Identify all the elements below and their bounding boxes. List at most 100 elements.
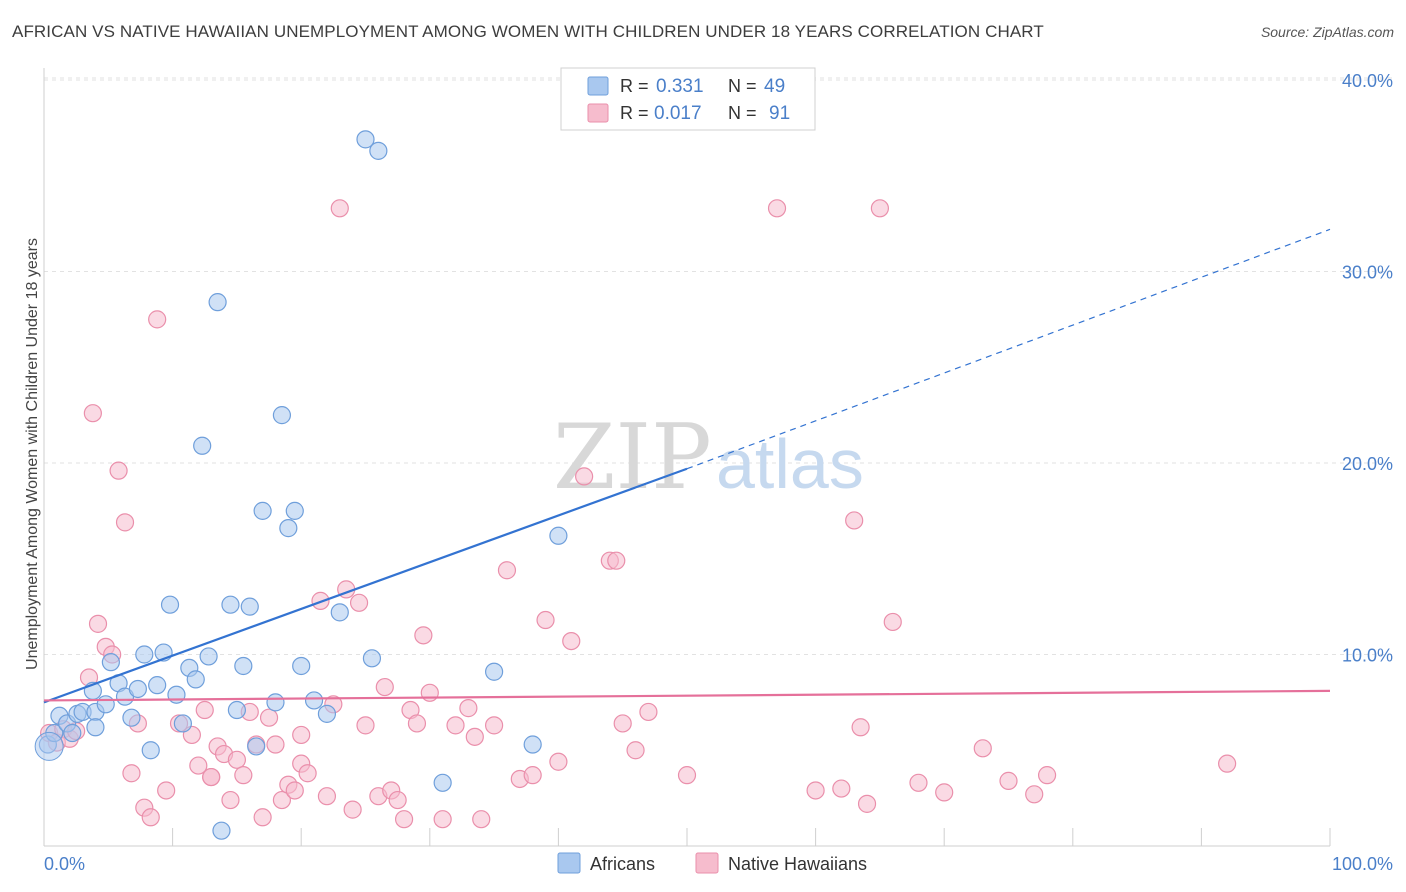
data-point (317, 704, 337, 723)
data-point (272, 790, 292, 810)
data-point (523, 735, 542, 754)
data-point-cluster (34, 731, 64, 761)
data-point (279, 519, 298, 538)
data-point (234, 766, 253, 785)
data-point (369, 141, 388, 160)
data-point (253, 501, 272, 520)
data-point (227, 700, 246, 720)
data-point (122, 708, 141, 727)
data-point (1218, 754, 1237, 773)
data-point (626, 741, 645, 760)
data-point (472, 810, 491, 829)
data-point (677, 766, 697, 785)
data-point (459, 699, 478, 718)
data-point (266, 735, 285, 754)
data-point (160, 595, 180, 614)
data-point (1037, 766, 1057, 785)
data-point (845, 511, 864, 530)
data-point (549, 526, 568, 545)
data-point (173, 714, 192, 733)
legend-r-value-hawaiians: 0.017 (654, 103, 702, 124)
data-point (212, 821, 231, 840)
grid-lines (44, 77, 1392, 655)
data-point (148, 676, 167, 695)
data-point (362, 649, 382, 668)
trend-line-hawaiians (43, 689, 1331, 702)
legend-n-label-africans: N = (728, 76, 757, 96)
x-tick-max: 100.0% (1332, 854, 1393, 874)
y-tick-label: 20.0% (1342, 454, 1393, 474)
data-point (83, 404, 102, 423)
data-point (1025, 785, 1044, 804)
data-point (356, 716, 375, 735)
legend-swatch-hawaiians (587, 103, 609, 123)
data-point (575, 467, 594, 486)
data-point (536, 610, 555, 630)
watermark-atlas: atlas (716, 425, 864, 503)
data-point (234, 656, 253, 676)
data-point (115, 513, 135, 532)
data-point (497, 561, 517, 580)
legend-r-label-africans: R = (620, 76, 649, 96)
legend-r-value-africans: 0.331 (656, 76, 704, 97)
legend-swatch-africans (587, 76, 609, 96)
data-point (88, 614, 108, 633)
legend-n-value-africans: 49 (764, 76, 785, 97)
africans-points (34, 130, 568, 840)
data-point (330, 199, 349, 218)
data-point (485, 662, 504, 681)
data-point (375, 677, 394, 697)
data-point (562, 631, 581, 651)
data-point (240, 597, 259, 616)
data-point (330, 603, 349, 622)
data-point (420, 683, 439, 702)
data-point (221, 790, 240, 810)
data-point (909, 773, 928, 792)
data-point (141, 741, 160, 760)
data-point (247, 737, 266, 756)
trend-lines (43, 228, 1331, 704)
data-point (857, 794, 877, 813)
data-point (883, 612, 902, 632)
data-point (349, 593, 369, 612)
data-point (292, 725, 311, 745)
data-point (613, 714, 632, 733)
data-point (607, 551, 626, 570)
source-credit: Source: ZipAtlas.com (1260, 24, 1394, 40)
bottom-legend-label-hawaiians: Native Hawaiians (728, 854, 867, 874)
data-point (465, 727, 484, 746)
axes (43, 68, 1331, 847)
data-point (433, 810, 452, 829)
data-point (195, 700, 214, 720)
data-point (109, 461, 128, 480)
data-point (96, 695, 115, 714)
data-point (292, 656, 311, 676)
data-point (999, 771, 1018, 790)
data-point (935, 783, 954, 802)
y-tick-label: 30.0% (1342, 263, 1393, 283)
legend-n-value-hawaiians: 91 (769, 103, 790, 124)
data-point (407, 714, 427, 733)
data-point (832, 779, 851, 798)
bottom-legend-label-africans: Africans (590, 854, 655, 874)
data-point (157, 781, 176, 800)
data-point (101, 653, 120, 672)
data-point (851, 718, 870, 737)
data-point (253, 808, 272, 827)
trend-line-africans (43, 467, 688, 704)
data-point (639, 702, 658, 722)
data-point (304, 691, 324, 710)
data-point (394, 810, 414, 829)
legend-n-label-hawaiians: N = (728, 103, 757, 123)
data-point (549, 752, 568, 771)
data-point (806, 781, 825, 800)
data-point (433, 773, 452, 792)
y-axis-label: Unemployment Among Women with Children U… (24, 238, 41, 670)
data-point (86, 718, 105, 737)
series-legend: Africans Native Hawaiians (557, 852, 867, 874)
data-point (199, 647, 218, 666)
data-point (189, 756, 208, 775)
data-point (227, 750, 246, 769)
data-point (446, 716, 465, 735)
